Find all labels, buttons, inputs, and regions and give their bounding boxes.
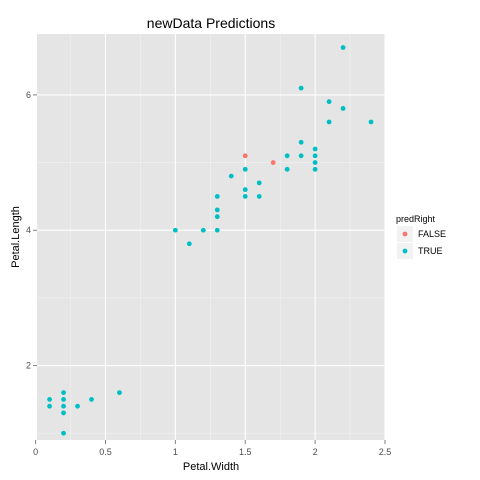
- legend: predRight FALSE TRUE: [396, 214, 446, 259]
- legend-title: predRight: [396, 214, 436, 224]
- data-point-true: [298, 85, 304, 91]
- y-tick-label: 4: [26, 225, 31, 235]
- data-point-true: [284, 153, 290, 159]
- data-point-true: [284, 166, 290, 172]
- data-point-true: [214, 214, 220, 220]
- y-axis-label: Petal.Length: [10, 206, 22, 268]
- data-point-true: [298, 139, 304, 145]
- data-point-true: [61, 430, 66, 436]
- legend-marker-true: [402, 248, 408, 254]
- grid-lines: [35, 34, 386, 440]
- data-point-true: [312, 160, 318, 165]
- data-point-true: [47, 397, 52, 402]
- data-point-true: [242, 166, 248, 172]
- data-point-true: [117, 390, 122, 396]
- chart-title: newData Predictions: [147, 15, 275, 31]
- series-true-points: [47, 45, 374, 436]
- data-point-true: [89, 397, 94, 402]
- y-tick-label: 2: [26, 361, 31, 371]
- data-point-true: [172, 227, 178, 233]
- data-point-true: [340, 45, 346, 50]
- data-point-true: [228, 173, 234, 179]
- x-axis-label: Petal.Width: [183, 461, 239, 473]
- x-axis: 0 0.5 1 1.5 2 2.5: [33, 440, 391, 457]
- data-point-true: [214, 194, 220, 199]
- data-point-true: [61, 410, 66, 416]
- x-tick-label: 1: [173, 447, 178, 457]
- data-point-false: [270, 160, 276, 165]
- y-tick-label: 6: [26, 90, 31, 100]
- data-point-true: [312, 153, 318, 159]
- data-point-true: [368, 119, 374, 125]
- data-point-false: [242, 153, 248, 159]
- data-point-true: [47, 403, 52, 409]
- x-tick-label: 2.5: [379, 447, 392, 457]
- x-tick-label: 1.5: [239, 447, 252, 457]
- data-point-true: [326, 99, 332, 105]
- series-false-points: [242, 153, 276, 165]
- data-point-true: [61, 397, 66, 402]
- data-point-true: [242, 187, 248, 193]
- x-tick-label: 2: [313, 447, 318, 457]
- data-point-true: [186, 241, 192, 247]
- data-point-true: [312, 166, 318, 172]
- x-tick-label: 0.5: [99, 447, 112, 457]
- data-point-true: [256, 180, 262, 186]
- data-point-true: [312, 146, 318, 152]
- legend-label-false: FALSE: [418, 229, 446, 239]
- data-point-true: [75, 403, 80, 409]
- data-point-true: [326, 119, 332, 125]
- data-point-true: [61, 403, 66, 409]
- data-point-true: [61, 390, 66, 396]
- data-point-true: [214, 207, 220, 213]
- data-point-true: [256, 194, 262, 199]
- data-point-true: [214, 227, 220, 233]
- y-axis: 2 4 6: [26, 90, 37, 371]
- data-point-true: [298, 153, 304, 159]
- legend-label-true: TRUE: [418, 246, 443, 256]
- x-tick-label: 0: [33, 447, 38, 457]
- legend-marker-false: [402, 231, 408, 237]
- data-point-true: [340, 106, 346, 111]
- data-point-true: [200, 227, 206, 233]
- data-point-true: [242, 194, 248, 199]
